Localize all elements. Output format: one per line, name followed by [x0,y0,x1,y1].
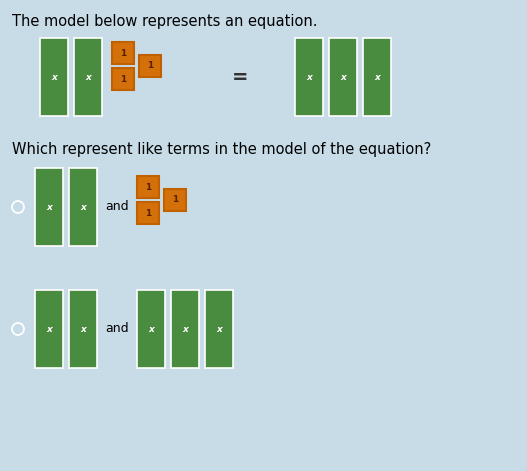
Text: x: x [374,73,380,81]
Text: x: x [340,73,346,81]
Text: x: x [85,73,91,81]
Text: x: x [46,325,52,333]
FancyBboxPatch shape [329,38,357,116]
Text: Which represent like terms in the model of the equation?: Which represent like terms in the model … [12,142,431,157]
Text: 1: 1 [172,195,178,204]
Text: and: and [105,323,129,335]
FancyBboxPatch shape [363,38,391,116]
FancyBboxPatch shape [69,168,97,246]
FancyBboxPatch shape [74,38,102,116]
FancyBboxPatch shape [137,176,159,198]
Text: 1: 1 [120,74,126,83]
Text: 1: 1 [145,209,151,218]
Text: x: x [80,325,86,333]
Text: x: x [216,325,222,333]
FancyBboxPatch shape [171,290,199,368]
Text: x: x [51,73,57,81]
Text: The model below represents an equation.: The model below represents an equation. [12,14,317,29]
FancyBboxPatch shape [40,38,68,116]
Text: 1: 1 [145,182,151,192]
FancyBboxPatch shape [69,290,97,368]
Text: x: x [148,325,154,333]
FancyBboxPatch shape [112,68,134,90]
FancyBboxPatch shape [35,168,63,246]
FancyBboxPatch shape [295,38,323,116]
FancyBboxPatch shape [137,202,159,224]
Text: =: = [232,67,248,87]
FancyBboxPatch shape [139,55,161,77]
FancyBboxPatch shape [35,290,63,368]
FancyBboxPatch shape [205,290,233,368]
Text: 1: 1 [120,49,126,57]
FancyBboxPatch shape [164,189,186,211]
Text: x: x [80,203,86,211]
FancyBboxPatch shape [112,42,134,64]
Text: x: x [306,73,312,81]
FancyBboxPatch shape [137,290,165,368]
Text: and: and [105,201,129,213]
Text: x: x [182,325,188,333]
Text: x: x [46,203,52,211]
Text: 1: 1 [147,62,153,71]
